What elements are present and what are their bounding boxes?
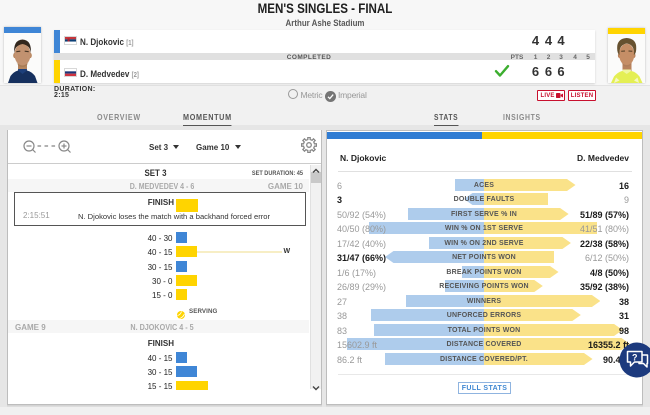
svg-text:?: ?: [632, 352, 638, 362]
